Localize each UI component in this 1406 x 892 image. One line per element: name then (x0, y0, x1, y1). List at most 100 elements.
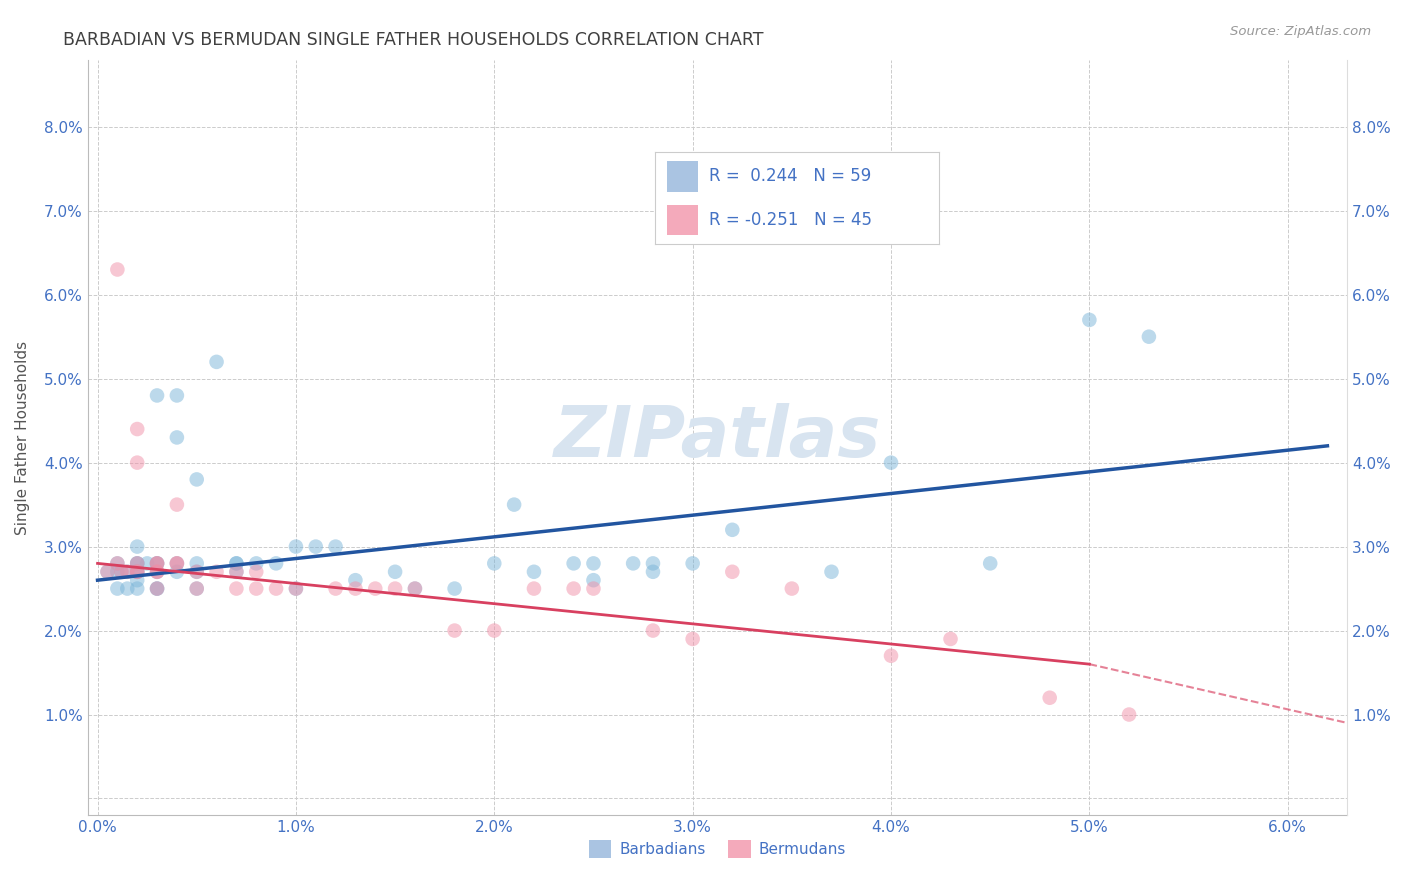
Point (484, 624, 506, 638)
Text: ZIPatlas: ZIPatlas (554, 403, 882, 472)
Point (186, 472, 208, 486)
Point (96, 565, 118, 579)
Point (127, 565, 149, 579)
Point (146, 582, 169, 596)
Point (780, 582, 803, 596)
Point (562, 582, 585, 596)
Point (225, 557, 247, 571)
Point (146, 565, 169, 579)
Point (127, 565, 149, 579)
Point (166, 557, 188, 571)
Point (105, 582, 128, 596)
Point (127, 422, 149, 436)
Point (325, 582, 347, 596)
Point (582, 557, 605, 571)
Point (146, 565, 169, 579)
Point (404, 582, 426, 596)
Point (146, 557, 169, 571)
Point (146, 582, 169, 596)
Point (186, 582, 208, 596)
Point (186, 582, 208, 596)
Point (146, 557, 169, 571)
Point (186, 565, 208, 579)
Point (264, 582, 287, 596)
Point (641, 557, 664, 571)
Point (880, 648, 903, 663)
Point (166, 565, 188, 579)
Point (284, 582, 307, 596)
Point (110, 565, 132, 579)
Point (146, 582, 169, 596)
Point (127, 456, 149, 470)
Point (344, 573, 367, 587)
Point (364, 582, 387, 596)
Point (582, 582, 605, 596)
Point (245, 565, 267, 579)
Point (284, 582, 307, 596)
Point (1039, 690, 1062, 705)
Point (523, 565, 546, 579)
Point (105, 565, 128, 579)
Point (166, 498, 188, 512)
Point (117, 582, 139, 596)
Point (503, 498, 526, 512)
Bar (666, 204, 697, 235)
Point (621, 557, 644, 571)
Point (979, 557, 1001, 571)
Point (641, 565, 664, 579)
Legend: Barbadians, Bermudans: Barbadians, Bermudans (582, 833, 852, 864)
Point (110, 565, 132, 579)
Point (404, 582, 426, 596)
Point (127, 573, 149, 587)
Point (1137, 329, 1160, 343)
Point (384, 582, 406, 596)
Point (117, 565, 139, 579)
Point (136, 557, 159, 571)
Point (1078, 313, 1101, 327)
Point (146, 388, 169, 402)
Point (117, 565, 139, 579)
Point (325, 540, 347, 554)
Point (443, 582, 465, 596)
Point (721, 565, 744, 579)
Point (443, 624, 465, 638)
Point (245, 582, 267, 596)
Point (484, 557, 506, 571)
Point (166, 557, 188, 571)
Point (166, 388, 188, 402)
Text: Source: ZipAtlas.com: Source: ZipAtlas.com (1230, 25, 1371, 38)
Point (384, 565, 406, 579)
Point (225, 565, 247, 579)
Point (127, 557, 149, 571)
Point (127, 565, 149, 579)
Point (880, 456, 903, 470)
Point (582, 573, 605, 587)
Point (127, 565, 149, 579)
Point (562, 557, 585, 571)
Point (205, 355, 228, 369)
Point (186, 565, 208, 579)
Point (127, 582, 149, 596)
Point (127, 540, 149, 554)
Point (146, 557, 169, 571)
Point (186, 557, 208, 571)
Point (127, 557, 149, 571)
Text: BARBADIAN VS BERMUDAN SINGLE FATHER HOUSEHOLDS CORRELATION CHART: BARBADIAN VS BERMUDAN SINGLE FATHER HOUS… (63, 31, 763, 49)
Point (284, 540, 307, 554)
Point (225, 582, 247, 596)
Point (245, 557, 267, 571)
Point (225, 565, 247, 579)
Point (127, 557, 149, 571)
Point (721, 523, 744, 537)
Point (225, 557, 247, 571)
Point (105, 557, 128, 571)
Point (105, 262, 128, 277)
Point (264, 557, 287, 571)
Point (166, 557, 188, 571)
Point (820, 565, 842, 579)
Point (205, 565, 228, 579)
Point (166, 430, 188, 444)
Point (641, 624, 664, 638)
Point (146, 557, 169, 571)
Point (939, 632, 962, 646)
